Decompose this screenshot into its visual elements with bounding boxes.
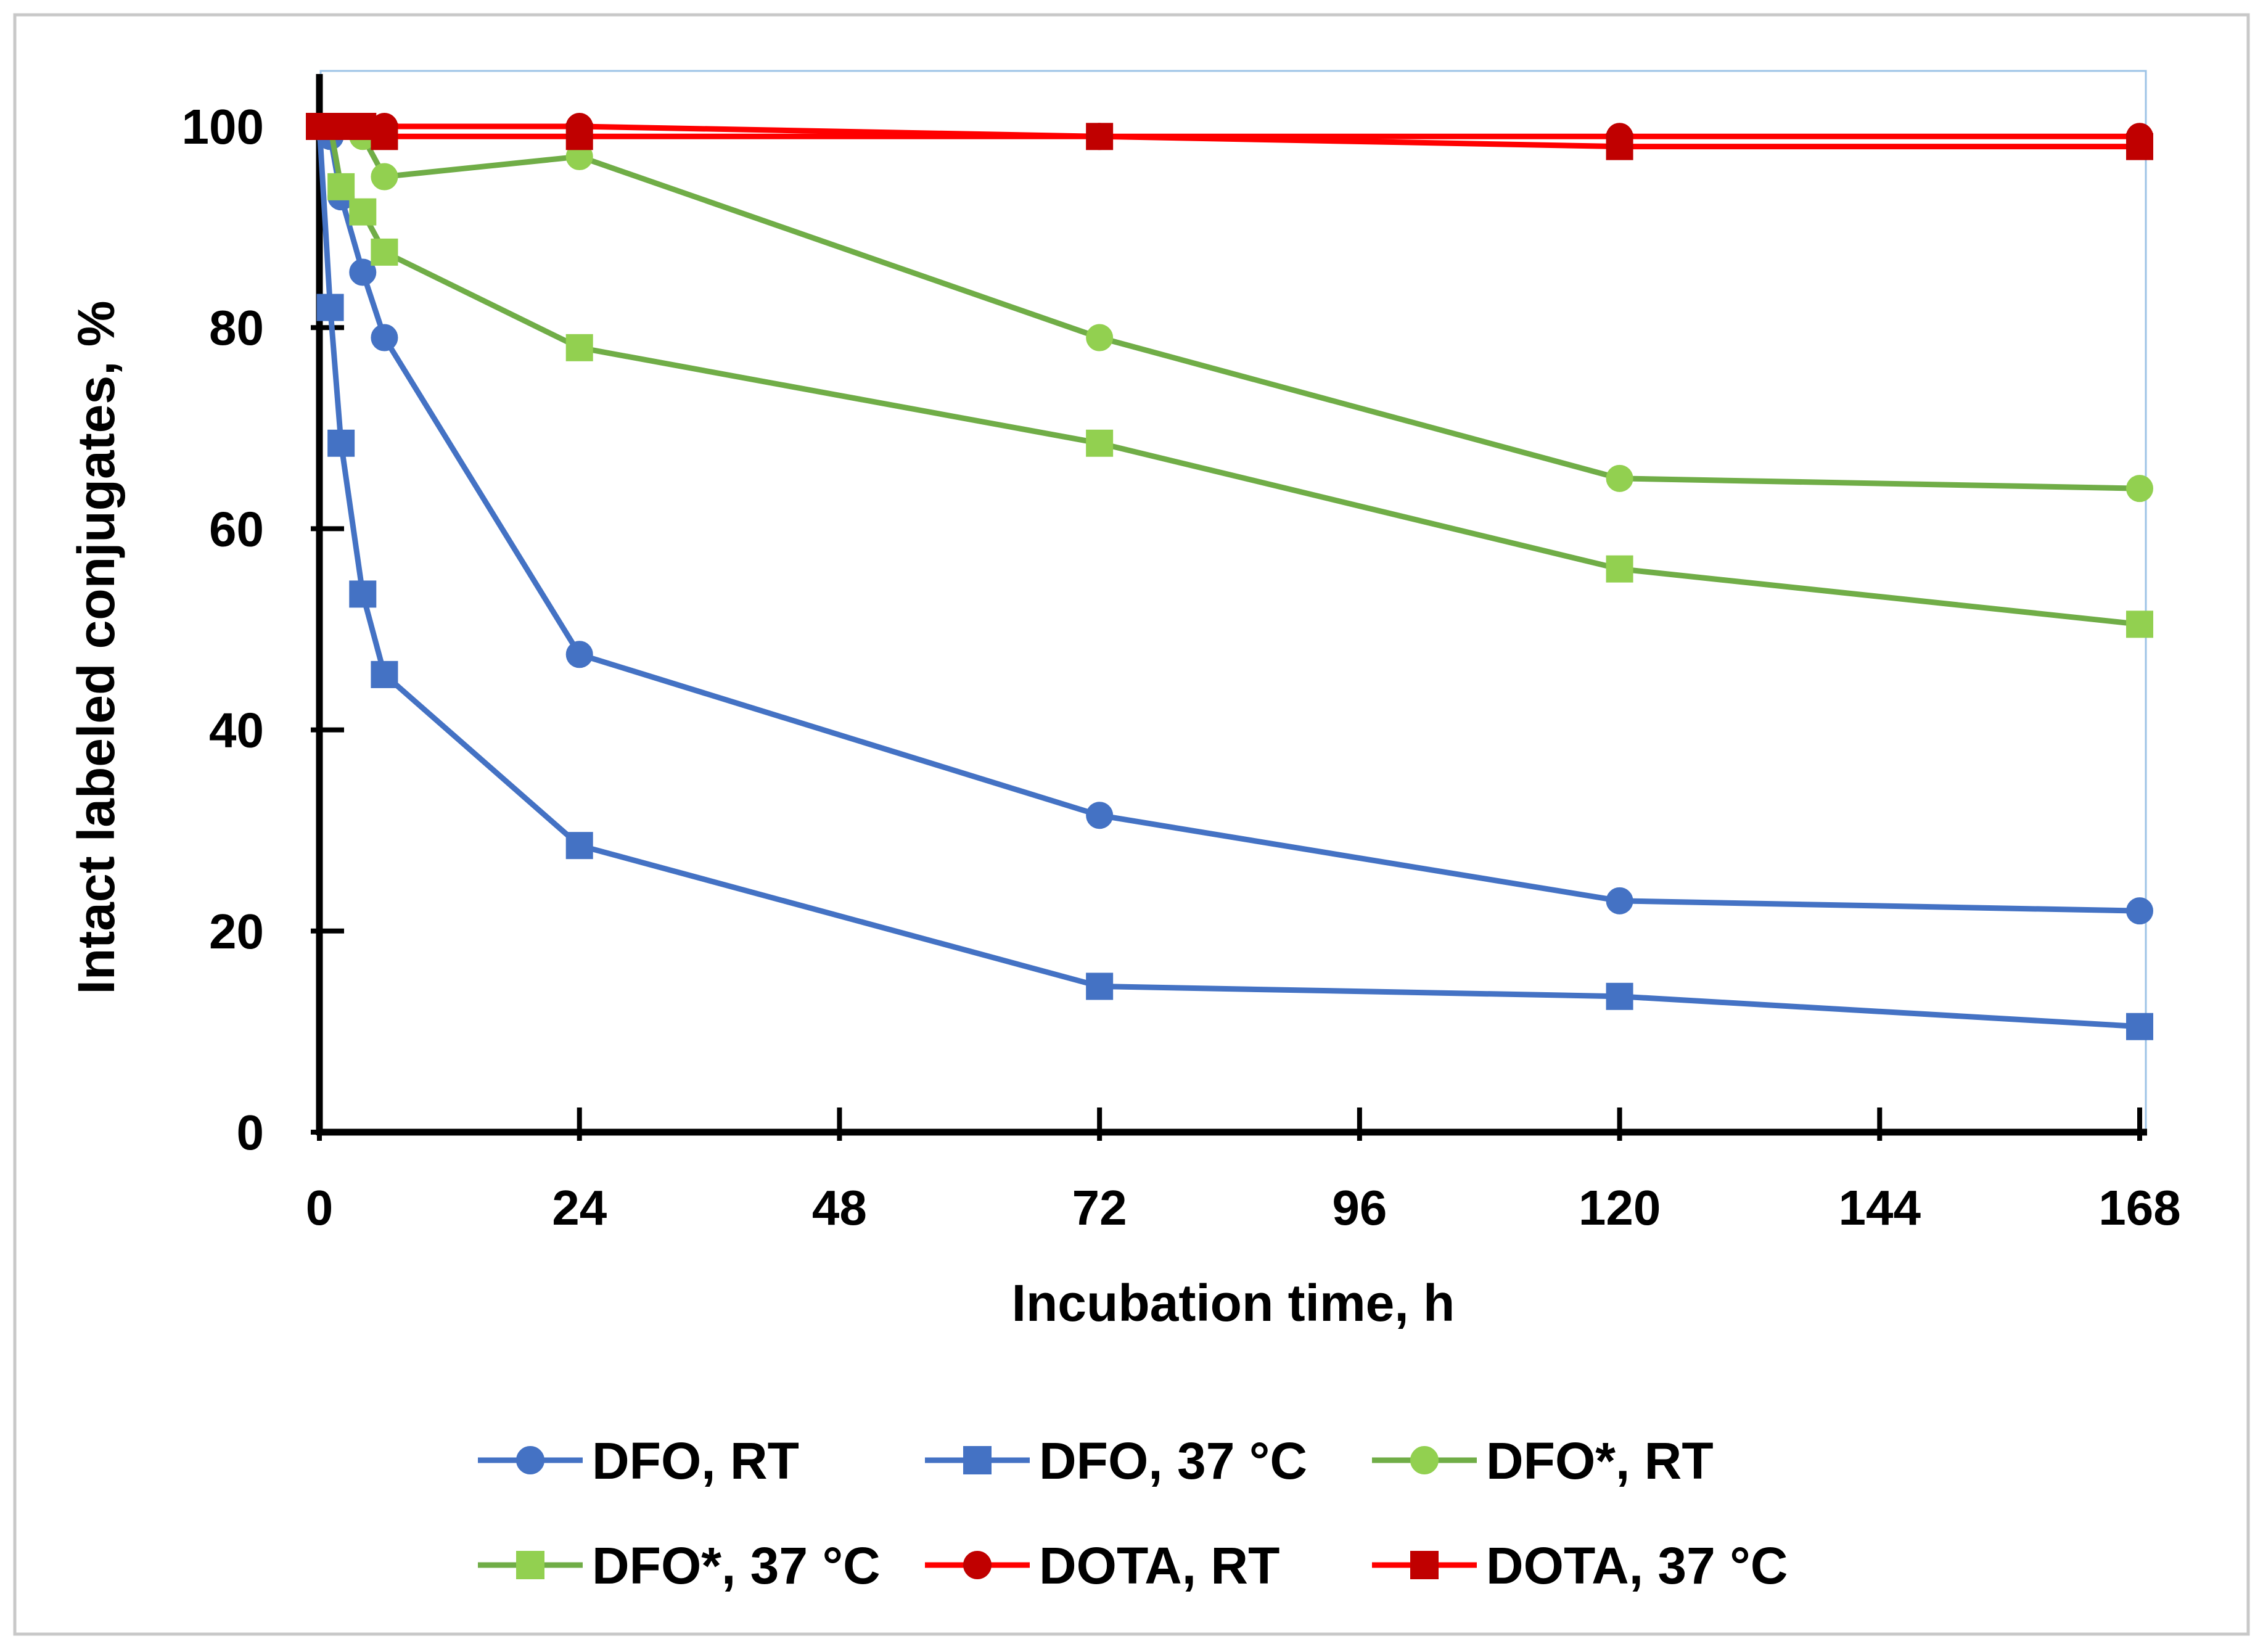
legend-label: DFO, 37 °C xyxy=(1039,1432,1307,1490)
data-point xyxy=(565,123,593,150)
y-axis-title: Intact labeled conjugates, % xyxy=(67,301,125,995)
data-point xyxy=(565,334,593,361)
data-point xyxy=(1410,1551,1439,1579)
x-tick-label: 120 xyxy=(1579,1180,1661,1235)
y-tick-label: 0 xyxy=(237,1105,265,1160)
legend-item: DFO*, RT xyxy=(1372,1432,1714,1490)
legend-label: DFO*, RT xyxy=(1486,1432,1714,1490)
data-point xyxy=(1086,972,1114,1000)
data-point xyxy=(2126,897,2153,925)
chart-frame xyxy=(13,13,2250,1636)
y-tick-label: 40 xyxy=(209,703,264,758)
legend: DFO, RT DFO, 37 °C DFO*, RT DFO*, 37 °C DOTA… xyxy=(478,1432,1788,1595)
data-point xyxy=(1086,429,1114,457)
data-point xyxy=(1606,887,1633,914)
y-tick-label: 60 xyxy=(209,501,264,556)
legend-label: DFO, RT xyxy=(592,1432,799,1490)
data-point xyxy=(371,660,398,688)
axes: 0 24 48 72 96 120 144 168 0 20 40 60 80 100 xyxy=(182,74,2181,1235)
legend-item: DFO*, 37 °C xyxy=(478,1537,881,1595)
data-point xyxy=(327,173,355,200)
data-point xyxy=(1606,464,1633,492)
legend-item: DOTA, 37 °C xyxy=(1372,1537,1788,1595)
data-point xyxy=(349,580,377,608)
legend-label: DFO*, 37 °C xyxy=(592,1537,881,1595)
legend-item: DFO, RT xyxy=(478,1432,799,1490)
legend-label: DOTA, RT xyxy=(1039,1537,1279,1595)
x-tick-label: 168 xyxy=(2098,1180,2180,1235)
y-tick-label: 20 xyxy=(209,904,264,959)
data-point xyxy=(2126,1013,2153,1040)
data-point xyxy=(349,198,377,226)
data-point xyxy=(565,832,593,860)
data-point xyxy=(2126,133,2153,160)
data-point xyxy=(371,238,398,266)
data-point xyxy=(516,1551,544,1579)
data-point xyxy=(371,324,398,351)
data-point xyxy=(371,163,398,191)
data-point xyxy=(565,641,593,668)
series-layer xyxy=(306,113,2153,1040)
legend-label: DOTA, 37 °C xyxy=(1486,1537,1788,1595)
series-dota-37-c xyxy=(306,113,2153,160)
data-point xyxy=(1606,982,1633,1010)
data-point xyxy=(1086,123,1114,150)
x-tick-label: 96 xyxy=(1332,1180,1387,1235)
data-point xyxy=(2126,475,2153,503)
data-point xyxy=(963,1551,992,1579)
y-tick-label: 80 xyxy=(209,300,264,355)
x-axis-title: Incubation time, h xyxy=(1012,1274,1455,1332)
data-point xyxy=(1606,133,1633,160)
data-point xyxy=(1086,802,1114,829)
data-point xyxy=(1410,1446,1439,1474)
data-point xyxy=(327,429,355,457)
x-tick-label: 72 xyxy=(1072,1180,1127,1235)
x-tick-label: 0 xyxy=(306,1180,334,1235)
legend-item: DOTA, RT xyxy=(925,1537,1279,1595)
data-point xyxy=(1086,324,1114,351)
x-tick-label: 48 xyxy=(812,1180,867,1235)
data-point xyxy=(963,1446,992,1474)
data-point xyxy=(349,258,377,286)
x-tick-label: 144 xyxy=(1839,1180,1921,1235)
data-point xyxy=(1606,555,1633,583)
x-tick-label: 24 xyxy=(552,1180,607,1235)
y-tick-label: 100 xyxy=(182,99,264,154)
data-point xyxy=(371,123,398,150)
data-point xyxy=(316,294,344,321)
legend-item: DFO, 37 °C xyxy=(925,1432,1307,1490)
data-point xyxy=(516,1446,544,1474)
data-point xyxy=(2126,610,2153,638)
series-dfo-37-c xyxy=(306,113,2153,1040)
